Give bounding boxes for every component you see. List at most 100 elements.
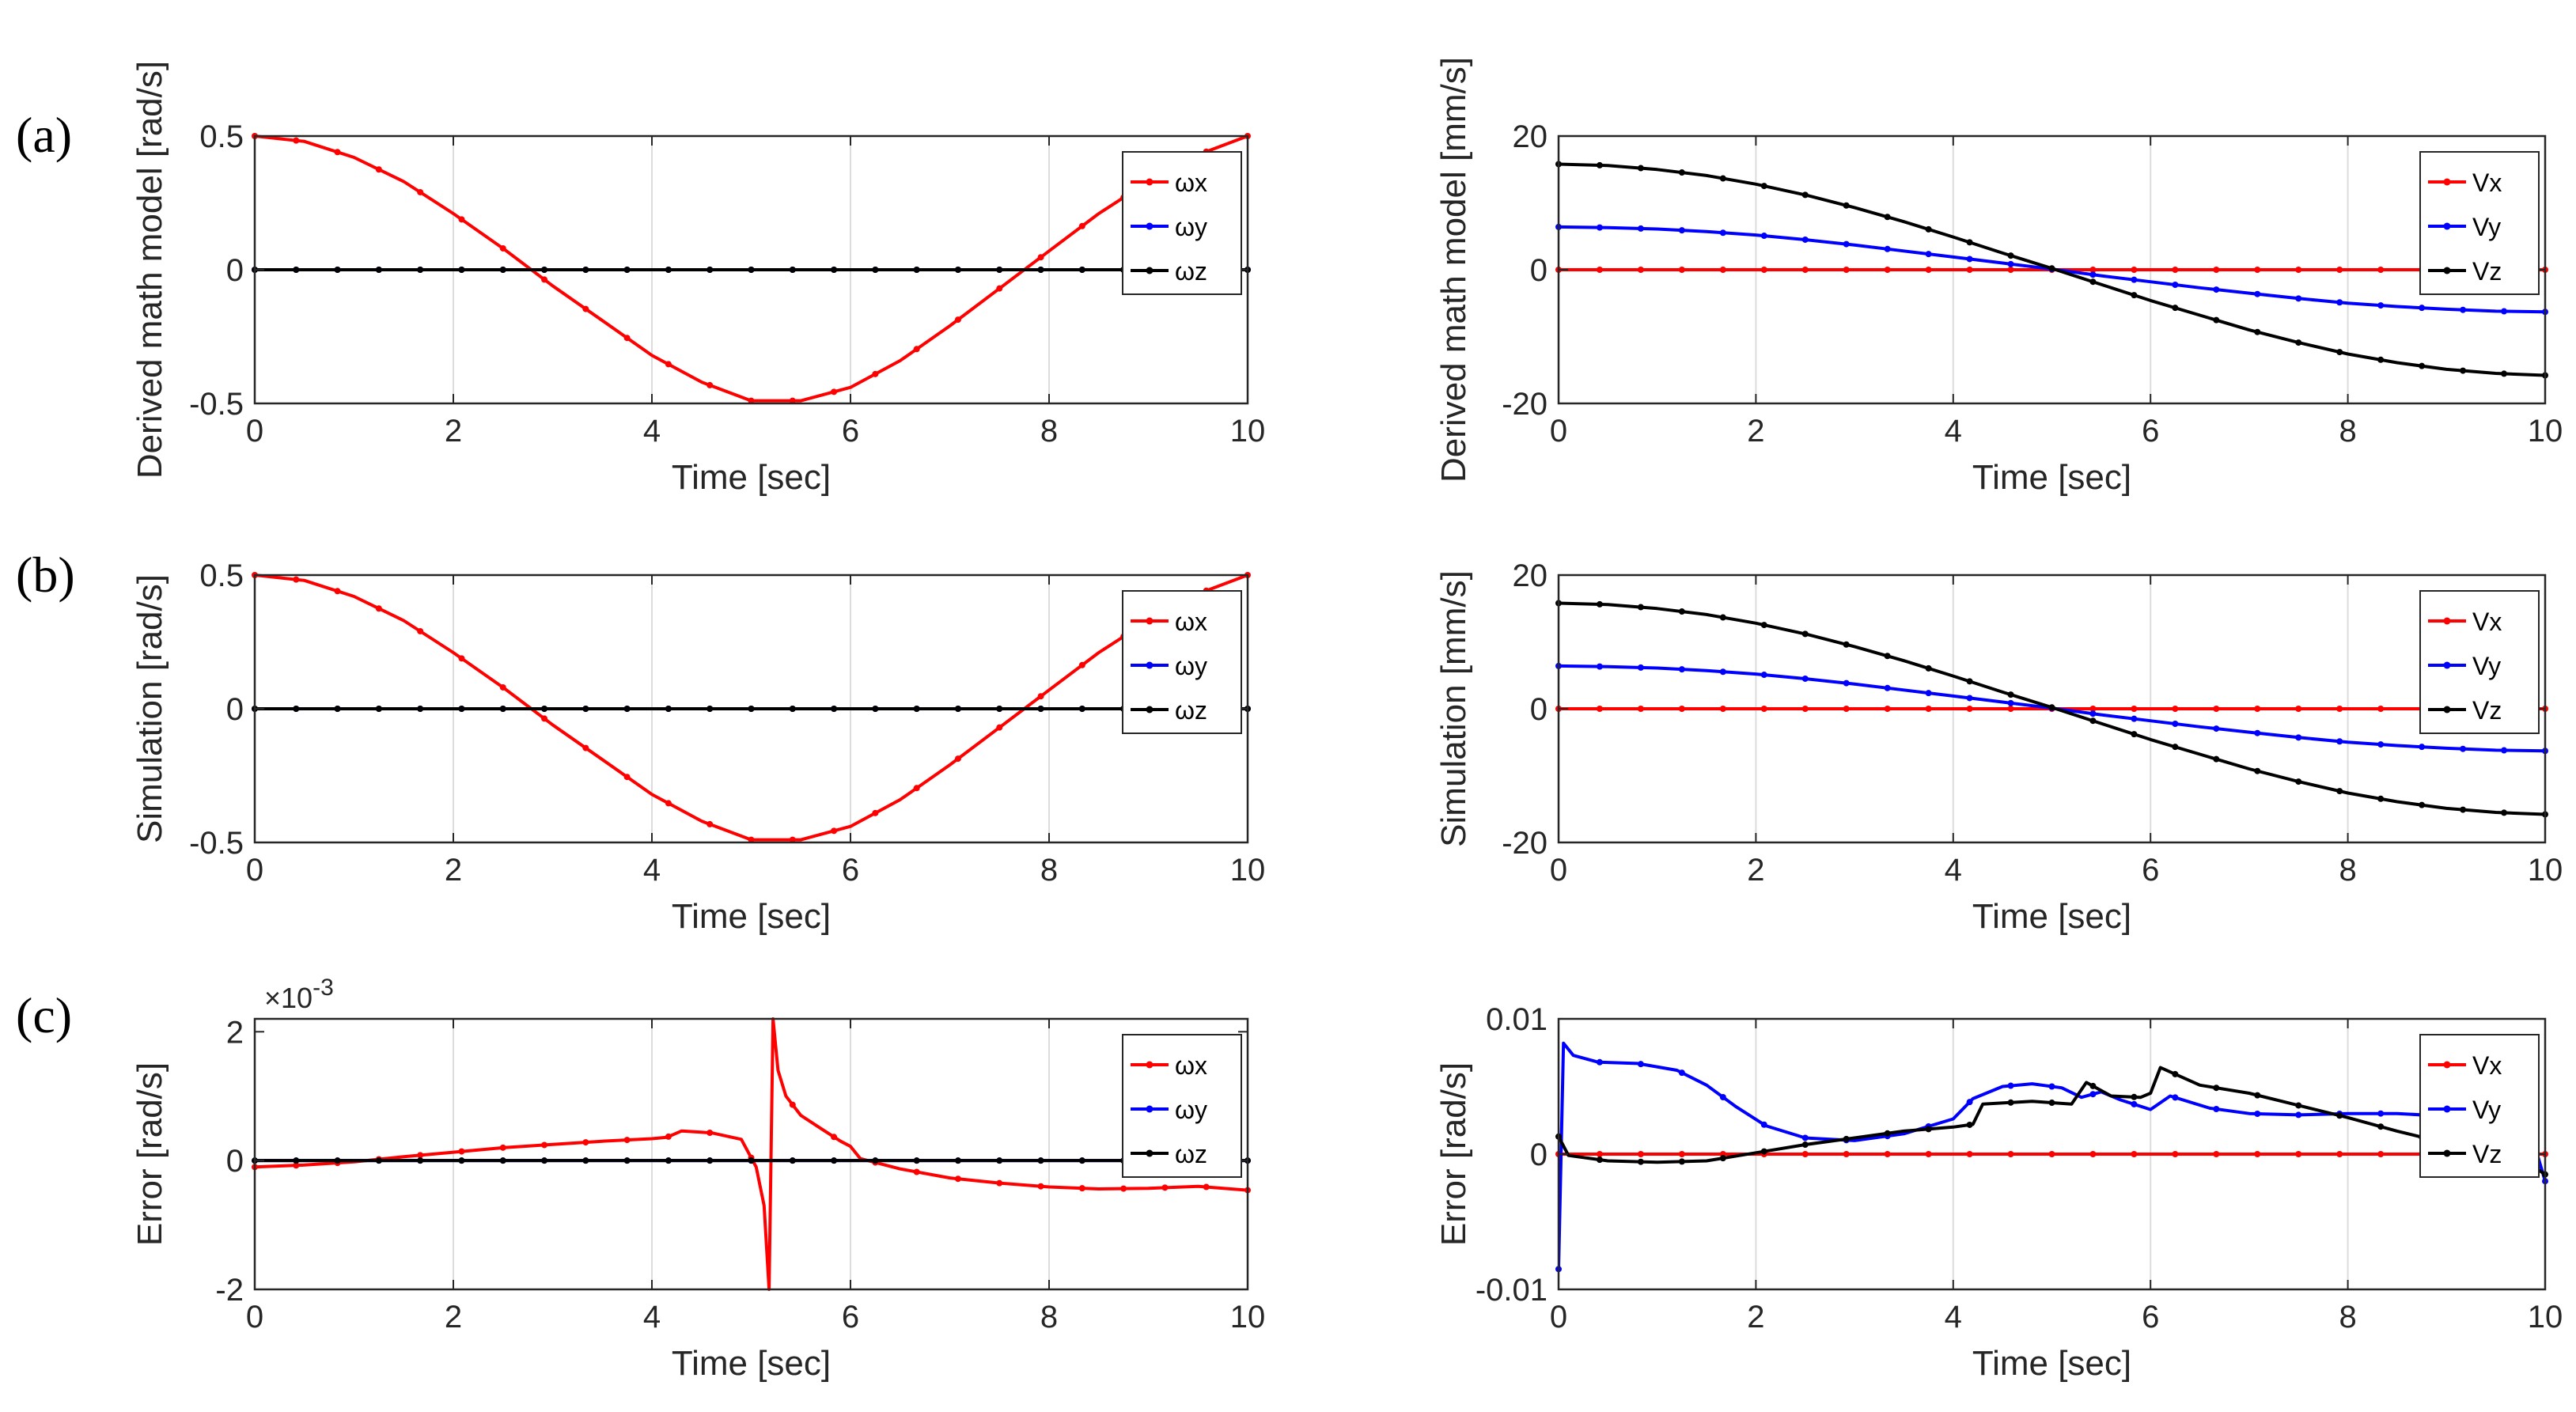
series-point-ωz	[996, 706, 1003, 712]
legend-label: Vz	[2472, 696, 2502, 725]
series-point-Vy	[2131, 276, 2138, 283]
series-point-ωx	[748, 836, 755, 843]
series-point-Vy	[2501, 308, 2508, 315]
y-axis-label: Derived math model [mm/s]	[1434, 57, 1473, 483]
x-tick-label: 4	[643, 414, 661, 449]
series-point-Vy	[2254, 1110, 2261, 1117]
x-tick-label: 2	[445, 853, 462, 888]
series-point-Vx	[2213, 267, 2220, 273]
legend-label: Vz	[2472, 257, 2502, 286]
series-point-Vz	[2419, 362, 2426, 369]
series-point-Vz	[1637, 165, 1644, 172]
series-point-ωx	[1120, 1185, 1127, 1192]
legend-label: Vy	[2472, 1096, 2501, 1124]
legend-marker	[2443, 222, 2451, 230]
legend-marker	[1146, 1105, 1154, 1113]
series-line-Vz	[1559, 1066, 2545, 1176]
series-point-ωx	[458, 216, 465, 223]
series-point-Vy	[2295, 1111, 2302, 1119]
x-tick-label: 8	[1040, 414, 1058, 449]
y-tick-label: 0	[1530, 253, 1547, 288]
legend-marker	[1146, 178, 1154, 186]
x-axis-label: Time [sec]	[1972, 458, 2131, 497]
series-point-ωz	[665, 1157, 672, 1164]
series-point-Vz	[1678, 608, 1685, 615]
series-point-Vy	[2131, 715, 2138, 722]
y-tick-label: 2	[226, 1015, 244, 1050]
series-point-Vz	[1760, 183, 1767, 190]
legend-marker	[1146, 267, 1154, 274]
series-point-Vz	[2336, 349, 2343, 356]
y-tick-label: -0.5	[189, 387, 244, 422]
series-point-Vy	[1678, 666, 1685, 673]
series-point-Vx	[1843, 1151, 1850, 1157]
series-point-Vx	[2131, 706, 2138, 712]
x-tick-label: 10	[2528, 1300, 2563, 1334]
x-tick-label: 4	[643, 853, 661, 888]
series-point-Vx	[2336, 1151, 2343, 1157]
series-point-Vz	[2007, 691, 2014, 698]
series-point-ωx	[458, 655, 465, 662]
series-point-Vz	[2089, 278, 2097, 286]
series-point-ωx	[623, 1137, 631, 1144]
series-point-Vz	[2377, 1123, 2385, 1130]
series-point-Vy	[1925, 690, 1932, 697]
y-tick-label: 20	[1513, 558, 1548, 593]
legend-label: Vx	[2472, 1051, 2502, 1080]
series-point-Vy	[1637, 1061, 1644, 1068]
series-point-Vz	[2460, 806, 2467, 813]
series-point-Vx	[1801, 1151, 1809, 1157]
series-point-Vz	[1966, 1121, 1973, 1128]
series-point-Vy	[2419, 744, 2426, 751]
series-point-ωz	[707, 267, 714, 273]
series-point-Vz	[2336, 1112, 2343, 1119]
series-point-Vz	[1843, 202, 1850, 209]
y-tick-label: 0	[1530, 692, 1547, 727]
series-point-Vx	[2377, 267, 2385, 273]
series-point-Vz	[2295, 339, 2302, 346]
x-tick-label: 6	[2142, 414, 2159, 449]
series-point-Vy	[2460, 745, 2467, 752]
y-tick-label: 0.5	[199, 558, 244, 593]
series-line-Vy	[1559, 1041, 2545, 1270]
series-point-Vz	[1637, 604, 1644, 611]
series-point-Vz	[2131, 1093, 2138, 1100]
y-exponent-label: ×10-3	[264, 975, 334, 1014]
series-point-ωz	[707, 706, 714, 712]
series-point-Vz	[1801, 1141, 1809, 1149]
x-tick-label: 6	[842, 853, 859, 888]
axes-box	[253, 1017, 1249, 1291]
series-point-ωx	[1203, 1183, 1210, 1191]
series-point-ωx	[499, 1144, 506, 1151]
series-point-Vx	[2295, 706, 2302, 712]
series-point-Vx	[2089, 706, 2097, 712]
series-point-ωx	[417, 1152, 424, 1159]
series-point-ωz	[913, 267, 920, 273]
series-point-ωz	[954, 1157, 961, 1164]
series-point-ωx	[541, 1141, 548, 1149]
x-tick-label: 2	[1747, 853, 1764, 888]
series-point-ωz	[748, 267, 755, 273]
series-point-Vx	[2295, 267, 2302, 273]
y-tick-label: 0.01	[1486, 1002, 1547, 1037]
y-tick-label: 0	[1530, 1138, 1547, 1172]
series-point-ωx	[831, 388, 838, 396]
series-point-ωx	[293, 137, 300, 144]
series-point-ωz	[1078, 1157, 1085, 1164]
series-point-ωz	[623, 267, 631, 273]
series-point-ωx	[996, 285, 1003, 292]
series-point-ωx	[665, 1133, 672, 1140]
x-tick-label: 8	[1040, 1300, 1058, 1334]
series-point-Vx	[1925, 1151, 1932, 1157]
series-point-ωx	[954, 1175, 961, 1183]
series-point-ωz	[913, 706, 920, 712]
series-point-Vx	[2336, 267, 2343, 273]
series-point-Vz	[1966, 678, 1973, 685]
series-point-Vx	[1884, 1151, 1891, 1157]
series-point-ωz	[417, 706, 424, 712]
x-tick-label: 10	[2528, 414, 2563, 449]
series-point-ωx	[541, 715, 548, 722]
